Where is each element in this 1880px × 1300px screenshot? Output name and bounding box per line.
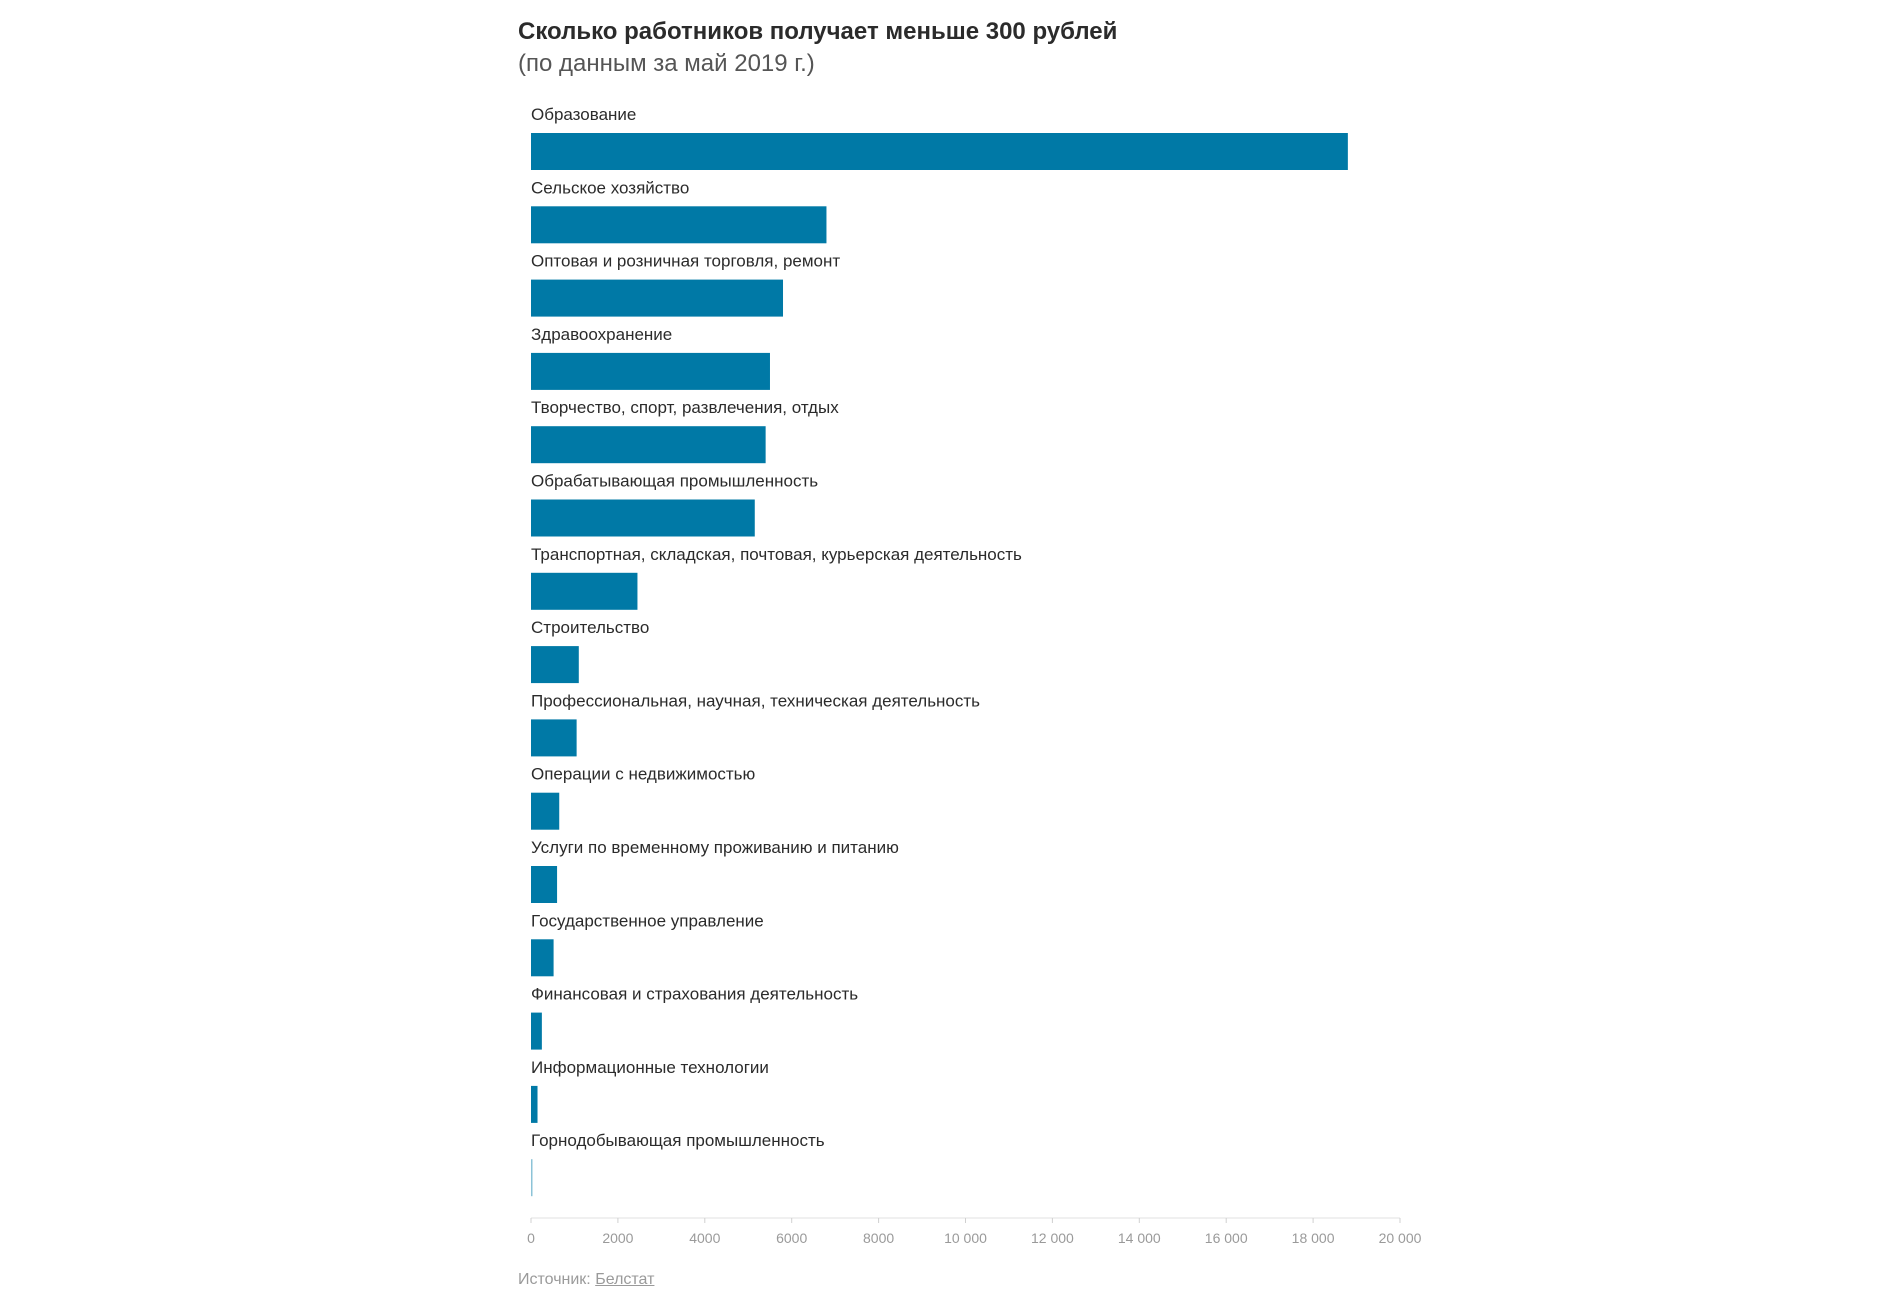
x-tick-label: 12 000	[1031, 1230, 1074, 1246]
bar[interactable]	[531, 572, 638, 610]
bar[interactable]	[531, 719, 577, 757]
category-label: Информационные технологии	[531, 1058, 769, 1077]
bar[interactable]	[531, 792, 560, 830]
category-label: Оптовая и розничная торговля, ремонт	[531, 252, 840, 271]
category-label: Творчество, спорт, развлечения, отдых	[531, 398, 839, 417]
x-tick-label: 20 000	[1379, 1230, 1422, 1246]
bar[interactable]	[531, 866, 558, 903]
category-label: Образование	[531, 105, 636, 124]
bar[interactable]	[531, 1085, 538, 1123]
bar[interactable]	[531, 939, 554, 977]
category-label: Сельское хозяйство	[531, 178, 689, 197]
category-label: Горнодобывающая промышленность	[531, 1131, 825, 1150]
bar[interactable]	[531, 499, 755, 537]
source-prefix: Источник:	[518, 1271, 596, 1288]
x-tick-label: 0	[527, 1230, 535, 1246]
bar[interactable]	[531, 206, 827, 244]
bar[interactable]	[531, 352, 770, 390]
category-label: Транспортная, складская, почтовая, курье…	[531, 545, 1022, 564]
bars-layer: Образование Сельское хозяйство Оптовая и р…	[531, 105, 1348, 1197]
category-label: Обрабатывающая промышленность	[531, 472, 818, 491]
bar[interactable]	[531, 1012, 542, 1050]
x-tick-label: 14 000	[1118, 1230, 1161, 1246]
x-tick-label: 10 000	[944, 1230, 987, 1246]
category-label: Государственное управление	[531, 911, 764, 930]
category-label: Здравоохранение	[531, 325, 672, 344]
category-label: Услуги по временному проживанию и питани…	[531, 838, 899, 857]
category-label: Профессиональная, научная, техническая д…	[531, 691, 980, 710]
x-tick-label: 2000	[602, 1230, 633, 1246]
source-link[interactable]: Белстат	[595, 1271, 655, 1288]
bar[interactable]	[531, 646, 579, 684]
chart-subtitle: (по данным за май 2019 г.)	[518, 50, 815, 77]
bar[interactable]	[531, 426, 766, 464]
chart-title: Сколько работников получает меньше 300 р…	[518, 18, 1118, 45]
x-axis: 0 2000 4000 6000 8000 10 000 12 000 14 000 16 00…	[527, 1217, 1422, 1246]
category-label: Строительство	[531, 618, 649, 637]
bar[interactable]	[531, 1159, 533, 1197]
x-tick-label: 4000	[689, 1230, 720, 1246]
category-label: Финансовая и страхования деятельность	[531, 985, 858, 1004]
bar[interactable]	[531, 133, 1348, 170]
x-tick-label: 6000	[776, 1230, 807, 1246]
source-line: Источник: Белстат	[518, 1271, 654, 1289]
bar[interactable]	[531, 279, 784, 317]
category-label: Операции с недвижимостью	[531, 765, 756, 784]
x-tick-label: 18 000	[1292, 1230, 1335, 1246]
x-tick-label: 8000	[863, 1230, 894, 1246]
x-tick-label: 16 000	[1205, 1230, 1248, 1246]
